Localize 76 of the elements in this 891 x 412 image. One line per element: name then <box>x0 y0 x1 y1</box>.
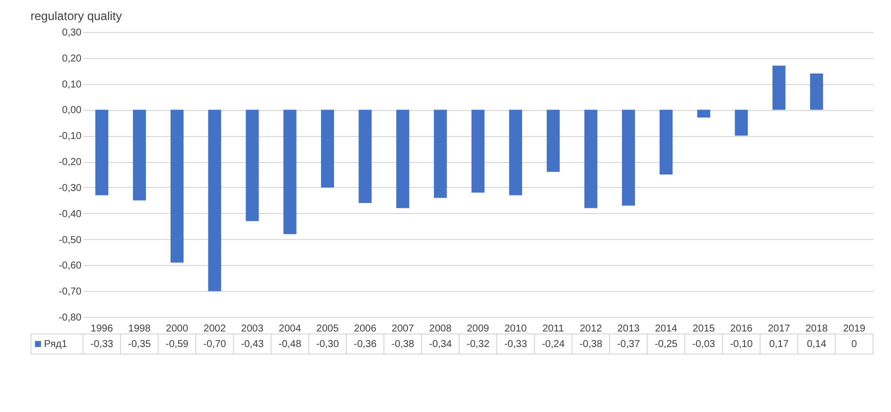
bar <box>660 110 673 174</box>
x-tick-label: 2005 <box>316 324 340 334</box>
x-tick-label: 2008 <box>429 324 452 334</box>
y-tick-label: -0,60 <box>58 260 82 272</box>
data-label: -0,30 <box>316 339 340 350</box>
bar <box>509 110 522 196</box>
x-tick-label: 2007 <box>392 324 414 334</box>
x-tick-label: 2010 <box>504 324 528 334</box>
bar <box>132 110 146 200</box>
data-label: -0,33 <box>504 339 528 350</box>
data-label: -0,36 <box>354 339 377 350</box>
x-tick-label: 2019 <box>843 324 866 334</box>
bar <box>95 110 108 196</box>
legend-label: Ряд1 <box>44 339 68 350</box>
data-label: -0,48 <box>278 339 302 350</box>
x-tick-label: 2000 <box>166 324 189 334</box>
bar <box>734 110 748 136</box>
data-label: -0,24 <box>542 339 566 350</box>
x-tick-label: 2002 <box>204 324 226 334</box>
y-tick-label: -0,50 <box>58 234 82 246</box>
bar <box>246 110 259 222</box>
x-tick-label: 2015 <box>692 324 716 334</box>
x-tick-label: 2004 <box>278 324 302 334</box>
x-tick-label: 2012 <box>580 324 602 334</box>
bar <box>358 110 372 203</box>
data-label: -0,35 <box>128 339 152 350</box>
data-label: -0,38 <box>579 339 603 350</box>
bar <box>472 110 484 193</box>
y-tick-label: 0,00 <box>62 105 82 116</box>
x-tick-label: 2006 <box>354 324 377 334</box>
y-tick-label: 0,20 <box>62 53 82 64</box>
bar <box>584 110 598 208</box>
x-tick-label: 2011 <box>542 324 564 334</box>
y-tick-label: -0,10 <box>58 131 82 142</box>
bar <box>208 110 222 292</box>
bar <box>434 110 447 198</box>
data-label: -0,70 <box>203 339 226 350</box>
y-tick-label: -0,40 <box>58 208 82 220</box>
y-tick-label: -0,70 <box>58 286 82 298</box>
chart-title: regulatory quality <box>30 9 122 23</box>
data-label: -0,37 <box>617 339 640 350</box>
x-tick-label: 2013 <box>617 324 640 334</box>
data-label: -0,03 <box>692 339 716 350</box>
data-label: -0,25 <box>654 339 678 350</box>
x-tick-label: 2017 <box>768 324 791 334</box>
x-tick-label: 1998 <box>128 324 151 334</box>
data-label: 0,14 <box>806 339 827 350</box>
data-label: -0,34 <box>428 339 452 350</box>
bar <box>321 110 334 188</box>
bar <box>772 66 786 110</box>
bar <box>697 110 710 118</box>
y-tick-label: -0,80 <box>58 312 82 324</box>
data-label: -0,43 <box>240 339 264 350</box>
data-label: -0,33 <box>90 339 114 350</box>
x-tick-label: 2003 <box>241 324 264 334</box>
x-tick-label: 2009 <box>466 324 490 334</box>
x-tick-label: 2016 <box>730 324 753 334</box>
data-label: -0,10 <box>730 339 754 350</box>
data-label: -0,38 <box>391 339 415 350</box>
data-label: 0,17 <box>769 339 790 350</box>
bar <box>396 110 410 208</box>
y-tick-label: 0,30 <box>62 28 82 38</box>
data-label: -0,59 <box>166 339 189 350</box>
x-tick-label: 2014 <box>654 324 678 334</box>
data-label: -0,32 <box>466 339 490 350</box>
y-tick-label: -0,20 <box>58 157 82 168</box>
bar <box>170 110 184 263</box>
bar <box>546 110 560 172</box>
y-tick-label: 0,10 <box>62 79 82 90</box>
bar <box>622 110 635 206</box>
x-tick-label: 1996 <box>90 324 114 334</box>
data-label: 0 <box>851 339 858 350</box>
bar <box>810 73 824 110</box>
bar <box>283 110 296 234</box>
x-tick-label: 2018 <box>805 324 828 334</box>
y-tick-label: -0,30 <box>58 182 82 194</box>
